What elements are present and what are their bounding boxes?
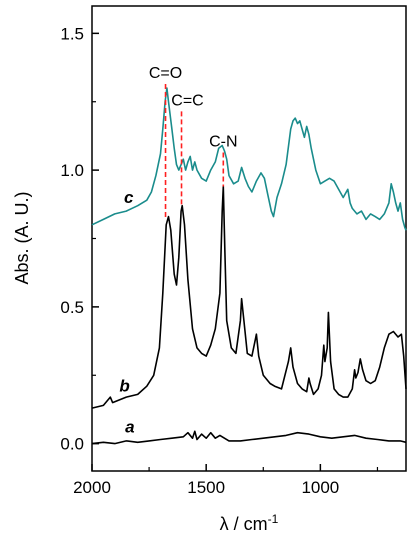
peak-marker-label-2: C-N (209, 133, 237, 150)
x-tick-label-2: 1000 (301, 478, 339, 497)
y-tick-label-0: 0.0 (60, 435, 84, 454)
ticks-group: 2000 1500 1000 0.0 0.5 1.0 1.5 (60, 24, 379, 497)
x-axis-label-superscript: -1 (268, 512, 279, 526)
peak-marker-label-1: C=C (171, 92, 203, 109)
y-tick-label-2: 1.0 (60, 161, 84, 180)
series-a-line (91, 430, 407, 445)
series-b-line (91, 185, 407, 409)
x-axis-label-main: λ / cm (220, 514, 268, 534)
series-c-line (91, 87, 407, 231)
peak-markers-group: C=O C=C C-N (149, 65, 238, 220)
y-tick-label-3: 1.5 (60, 24, 84, 43)
plot-frame (91, 5, 407, 472)
x-axis-label: λ / cm-1 (220, 512, 279, 534)
x-tick-label-0: 2000 (73, 478, 111, 497)
series-a-label: a (125, 418, 134, 437)
y-tick-label-1: 0.5 (60, 298, 84, 317)
y-axis-label: Abs. (A. U.) (12, 191, 32, 284)
peak-marker-label-0: C=O (149, 65, 182, 82)
series-c-label: c (124, 188, 134, 207)
curves-group: a b c (91, 87, 407, 445)
series-b-label: b (119, 377, 129, 396)
x-tick-label-1: 1500 (187, 478, 225, 497)
